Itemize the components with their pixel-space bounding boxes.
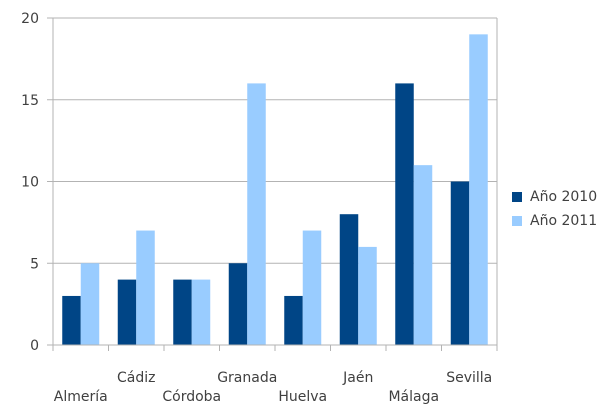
bar-1-0: [62, 295, 81, 345]
legend-item-series-1: Año 2010: [512, 185, 597, 209]
axes: [52, 18, 498, 346]
bar-1-3: [228, 263, 248, 345]
bar-2-0: [80, 263, 100, 345]
bars: [62, 34, 488, 346]
x-tick-label: Almería: [54, 389, 108, 405]
x-tick-label: Córdoba: [162, 389, 221, 405]
legend-item-series-2: Año 2011: [512, 209, 597, 233]
legend-label-series-1: Año 2010: [530, 189, 598, 205]
bar-2-5: [358, 246, 377, 345]
x-tick-label: Granada: [217, 370, 277, 386]
x-tick-label: Cádiz: [117, 370, 155, 386]
y-tick-label: 10: [21, 175, 39, 191]
bar-2-2: [191, 279, 211, 345]
y-tick-label: 15: [21, 93, 39, 109]
bar-2-3: [247, 83, 266, 346]
y-tick-label: 5: [30, 256, 39, 272]
y-tick-label: 0: [30, 338, 39, 354]
bar-2-4: [302, 230, 322, 345]
bar-2-6: [413, 165, 433, 345]
bar-1-4: [284, 295, 303, 345]
bar-2-1: [136, 230, 155, 345]
bar-1-6: [395, 83, 414, 346]
bar-1-5: [339, 214, 359, 345]
legend-swatch-series-1: [512, 192, 522, 202]
x-tick-label: Sevilla: [446, 370, 492, 386]
bar-1-1: [117, 279, 137, 345]
bar-2-7: [469, 34, 488, 345]
x-tick-label: Huelva: [278, 389, 327, 405]
bar-1-7: [450, 181, 470, 345]
legend: Año 2010 Año 2011: [512, 185, 597, 233]
x-tick-label: Málaga: [388, 389, 439, 405]
legend-label-series-2: Año 2011: [530, 213, 598, 229]
x-tick-label: Jaén: [342, 370, 373, 386]
legend-swatch-series-2: [512, 216, 522, 226]
y-tick-label: 20: [21, 11, 39, 27]
bar-1-2: [173, 279, 192, 345]
y-tick-labels: 0 5 10 15 20: [21, 11, 39, 354]
